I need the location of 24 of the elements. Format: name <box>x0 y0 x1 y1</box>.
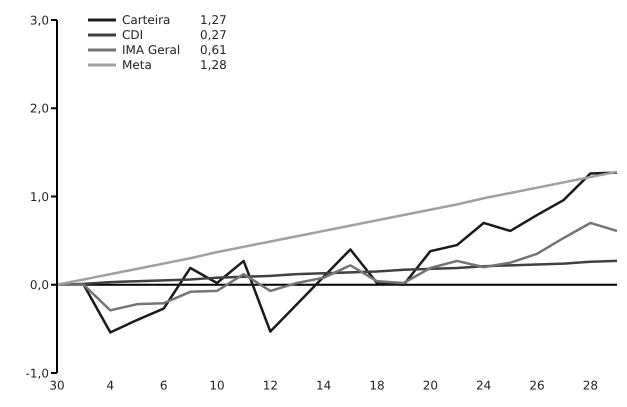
legend-label: Carteira <box>122 12 172 26</box>
x-tick-label: 4 <box>106 378 114 393</box>
legend-label: IMA Geral <box>122 42 182 56</box>
annotation: 1,28 <box>200 58 227 72</box>
x-tick-label: 12 <box>262 378 278 393</box>
x-tick-label: 6 <box>160 378 168 393</box>
annotation: 0,61 <box>200 42 227 56</box>
y-tick-label: -1,0 <box>26 366 49 380</box>
y-tick-label: 3,0 <box>30 13 49 28</box>
x-tick-label: 14 <box>316 378 332 393</box>
x-tick-label: 10 <box>209 378 225 393</box>
x-tick-label: 24 <box>476 378 492 393</box>
x-tick-label: 26 <box>529 378 545 393</box>
annotation: 0,27 <box>200 28 227 42</box>
x-tick-label: 18 <box>369 378 385 393</box>
x-tick-label: 20 <box>422 378 438 393</box>
y-tick-label: 1,0 <box>30 190 49 204</box>
x-tick-label: 30 <box>49 378 65 393</box>
y-tick-label: 2,0 <box>30 102 49 116</box>
legend-label: CDI <box>122 28 144 42</box>
x-tick-label: 28 <box>582 378 598 393</box>
annotation: 1,27 <box>200 12 227 26</box>
y-tick-label: 0,0 <box>30 278 49 292</box>
legend-label: Meta <box>122 58 153 72</box>
